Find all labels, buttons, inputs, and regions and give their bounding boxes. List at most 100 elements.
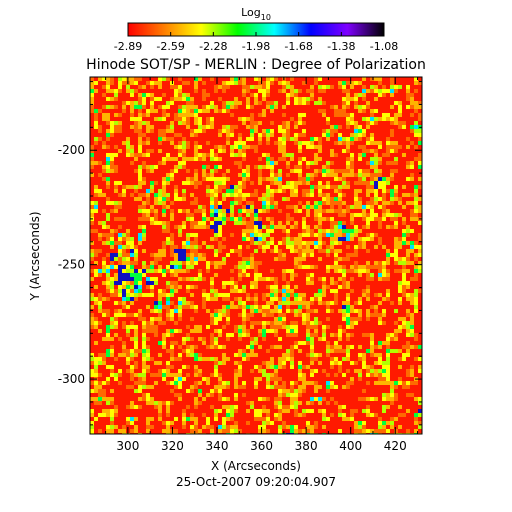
heatmap-cell [306, 121, 310, 125]
heatmap-cell [230, 161, 234, 165]
heatmap-cell [330, 77, 334, 81]
heatmap-cell [302, 129, 306, 133]
heatmap-cell [266, 297, 270, 301]
heatmap-cell [350, 165, 354, 169]
heatmap-cell [262, 81, 266, 85]
heatmap-cell [298, 261, 302, 265]
heatmap-cell [170, 105, 174, 109]
heatmap-cell [274, 101, 278, 105]
heatmap-cell [90, 201, 94, 205]
heatmap-cell [114, 297, 118, 301]
heatmap-cell [118, 109, 122, 113]
heatmap-cell [402, 193, 406, 197]
heatmap-cell [410, 241, 414, 245]
heatmap-cell [254, 193, 258, 197]
heatmap-cell [142, 241, 146, 245]
heatmap-cell [154, 173, 158, 177]
heatmap-cell [182, 241, 186, 245]
heatmap-cell [198, 309, 202, 313]
heatmap-cell [250, 129, 254, 133]
heatmap-cell [118, 257, 122, 261]
heatmap-cell [170, 225, 174, 229]
heatmap-cell [130, 101, 134, 105]
heatmap-cell [266, 177, 270, 181]
heatmap-cell [194, 177, 198, 181]
heatmap-cell [326, 213, 330, 217]
heatmap-cell [274, 93, 278, 97]
heatmap-cell [246, 301, 250, 305]
heatmap-cell [94, 161, 98, 165]
heatmap-cell [214, 189, 218, 193]
heatmap-cell [202, 285, 206, 289]
heatmap-cell [362, 273, 366, 277]
heatmap-cell [106, 153, 110, 157]
heatmap-cell [306, 253, 310, 257]
heatmap-cell [414, 149, 418, 153]
heatmap-cell [346, 173, 350, 177]
heatmap-cell [370, 137, 374, 141]
heatmap-cell [254, 237, 258, 241]
heatmap-cell [258, 117, 262, 121]
heatmap-cell [102, 129, 106, 133]
heatmap-cell [302, 309, 306, 313]
heatmap-cell [170, 253, 174, 257]
heatmap-cell [322, 105, 326, 109]
heatmap-cell [250, 133, 254, 137]
heatmap-cell [102, 217, 106, 221]
heatmap-cell [326, 145, 330, 149]
heatmap-cell [214, 261, 218, 265]
heatmap-cell [190, 261, 194, 265]
heatmap-cell [386, 141, 390, 145]
heatmap-cell [222, 241, 226, 245]
heatmap-cell [158, 177, 162, 181]
heatmap-cell [286, 197, 290, 201]
heatmap-cell [146, 101, 150, 105]
heatmap-cell [130, 213, 134, 217]
heatmap-cell [214, 97, 218, 101]
heatmap-cell [358, 189, 362, 193]
heatmap-cell [330, 89, 334, 93]
heatmap-cell [350, 153, 354, 157]
heatmap-cell [338, 197, 342, 201]
heatmap-cell [98, 165, 102, 169]
heatmap-cell [150, 237, 154, 241]
heatmap-cell [214, 221, 218, 225]
heatmap-cell [406, 281, 410, 285]
heatmap-cell [242, 301, 246, 305]
heatmap-cell [366, 305, 370, 309]
heatmap-cell [386, 293, 390, 297]
heatmap-cell [110, 233, 114, 237]
heatmap-cell [398, 113, 402, 117]
heatmap-cell [258, 141, 262, 145]
heatmap-cell [118, 305, 122, 309]
heatmap-cell [402, 129, 406, 133]
heatmap-cell [250, 193, 254, 197]
heatmap-cell [138, 313, 142, 317]
heatmap-cell [170, 177, 174, 181]
heatmap-cell [398, 205, 402, 209]
heatmap-cell [166, 81, 170, 85]
heatmap-cell [146, 141, 150, 145]
heatmap-cell [262, 225, 266, 229]
heatmap-cell [194, 305, 198, 309]
heatmap-cell [162, 125, 166, 129]
heatmap-cell [226, 305, 230, 309]
heatmap-cell [258, 165, 262, 169]
heatmap-cell [170, 85, 174, 89]
heatmap-cell [350, 205, 354, 209]
heatmap-cell [382, 221, 386, 225]
heatmap-cell [146, 117, 150, 121]
heatmap-cell [218, 229, 222, 233]
heatmap-cell [210, 281, 214, 285]
heatmap-cell [334, 213, 338, 217]
heatmap-cell [146, 261, 150, 265]
heatmap-cell [314, 273, 318, 277]
heatmap-cell [270, 89, 274, 93]
heatmap-cell [326, 105, 330, 109]
heatmap-cell [106, 117, 110, 121]
heatmap-cell [174, 177, 178, 181]
heatmap-cell [302, 153, 306, 157]
heatmap-cell [214, 305, 218, 309]
heatmap-cell [174, 129, 178, 133]
heatmap-cell [306, 149, 310, 153]
